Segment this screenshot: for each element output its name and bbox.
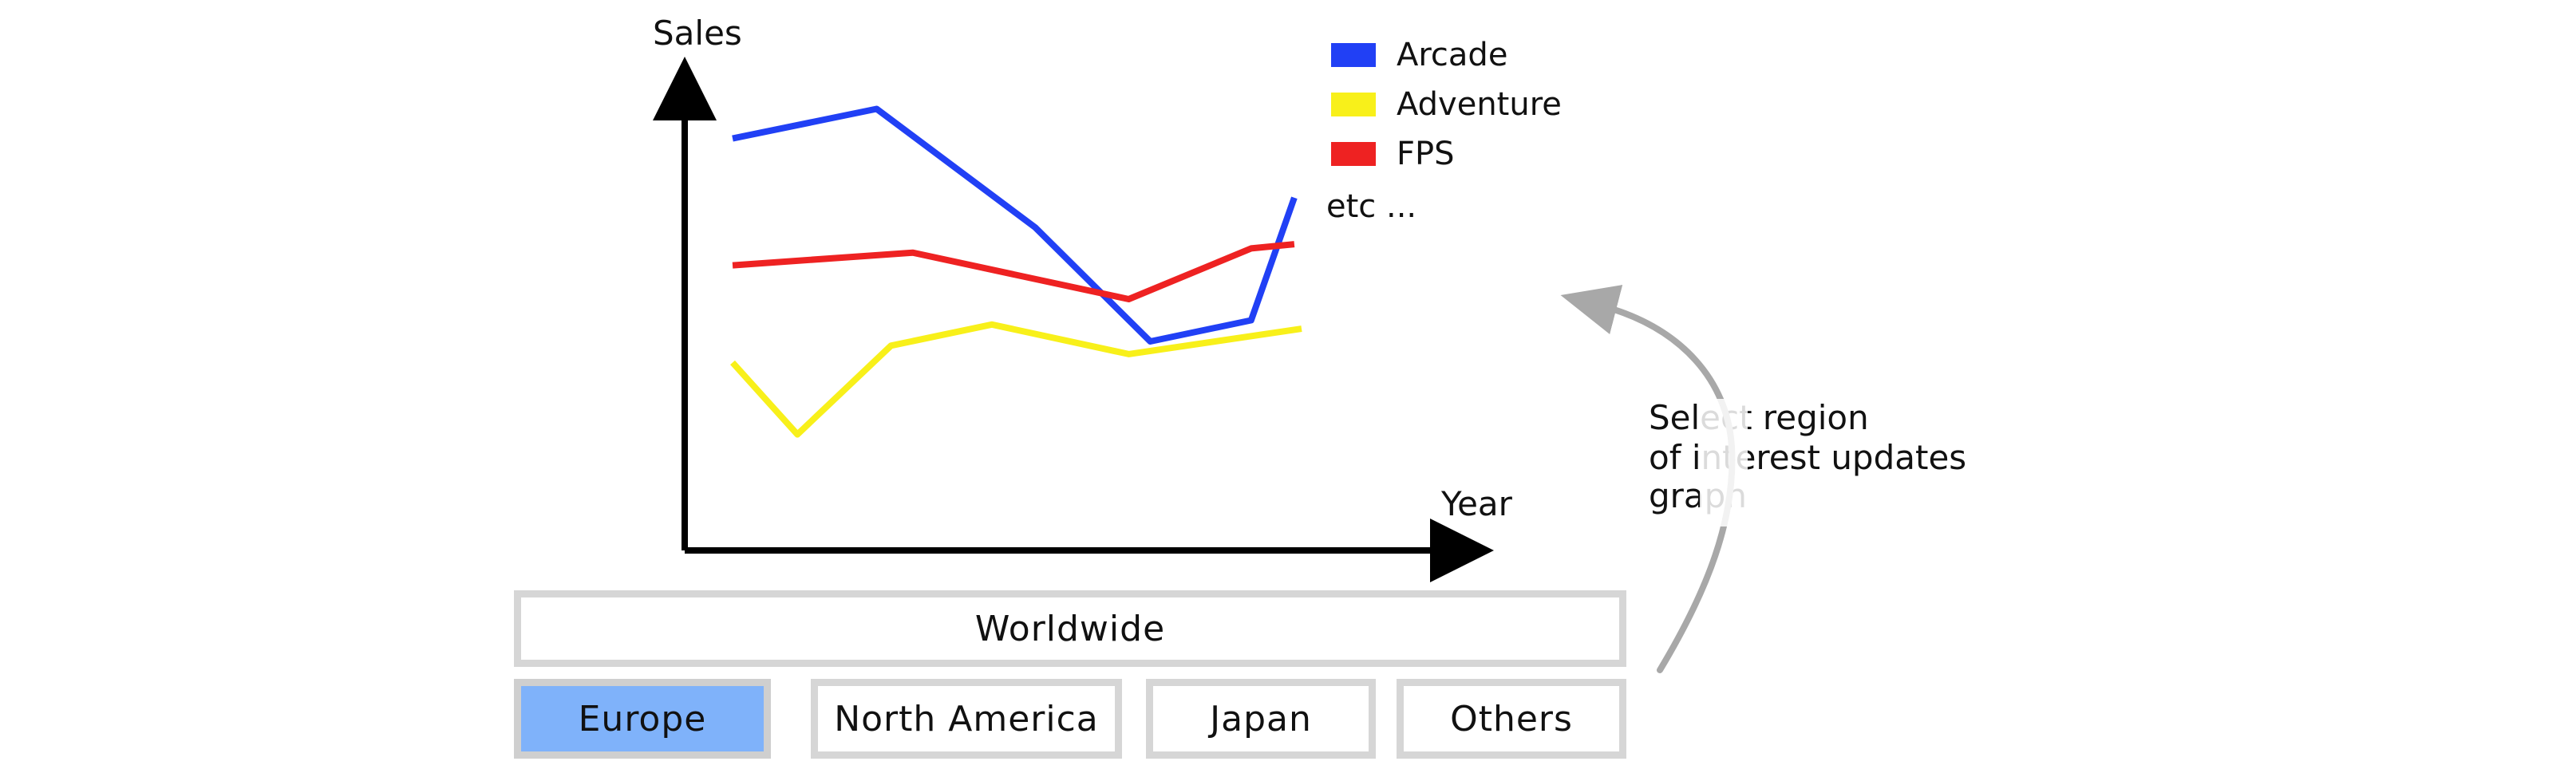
region-button-worldwide[interactable]: Worldwide [514, 590, 1626, 667]
annotation-arrow-gap [1700, 399, 1748, 527]
y-axis-label: Sales [653, 14, 742, 53]
legend-etc: etc ... [1326, 188, 1416, 225]
legend-swatch-arcade [1331, 43, 1376, 67]
annotation-line-2: of interest updates [1649, 438, 1966, 477]
series-line-fps [732, 241, 1295, 302]
legend-label-fps: FPS [1397, 136, 1455, 172]
region-button-europe[interactable]: Europe [514, 679, 771, 759]
legend-swatch-adventure [1331, 93, 1376, 116]
annotation-note: Select region of interest updates graph [1560, 285, 1966, 673]
series-line-adventure [730, 321, 1302, 438]
legend-label-arcade: Arcade [1397, 37, 1507, 73]
region-button-north-america[interactable]: North America [811, 679, 1122, 759]
series-line-arcade [732, 105, 1298, 345]
region-button-japan[interactable]: Japan [1146, 679, 1376, 759]
legend: Arcade Adventure FPS etc ... [1326, 37, 1562, 225]
annotation-line-1: Select region [1649, 398, 1869, 437]
legend-label-adventure: Adventure [1397, 86, 1562, 123]
legend-swatch-fps [1331, 142, 1376, 166]
region-button-others[interactable]: Others [1397, 679, 1626, 759]
x-axis-label: Year [1440, 484, 1513, 523]
